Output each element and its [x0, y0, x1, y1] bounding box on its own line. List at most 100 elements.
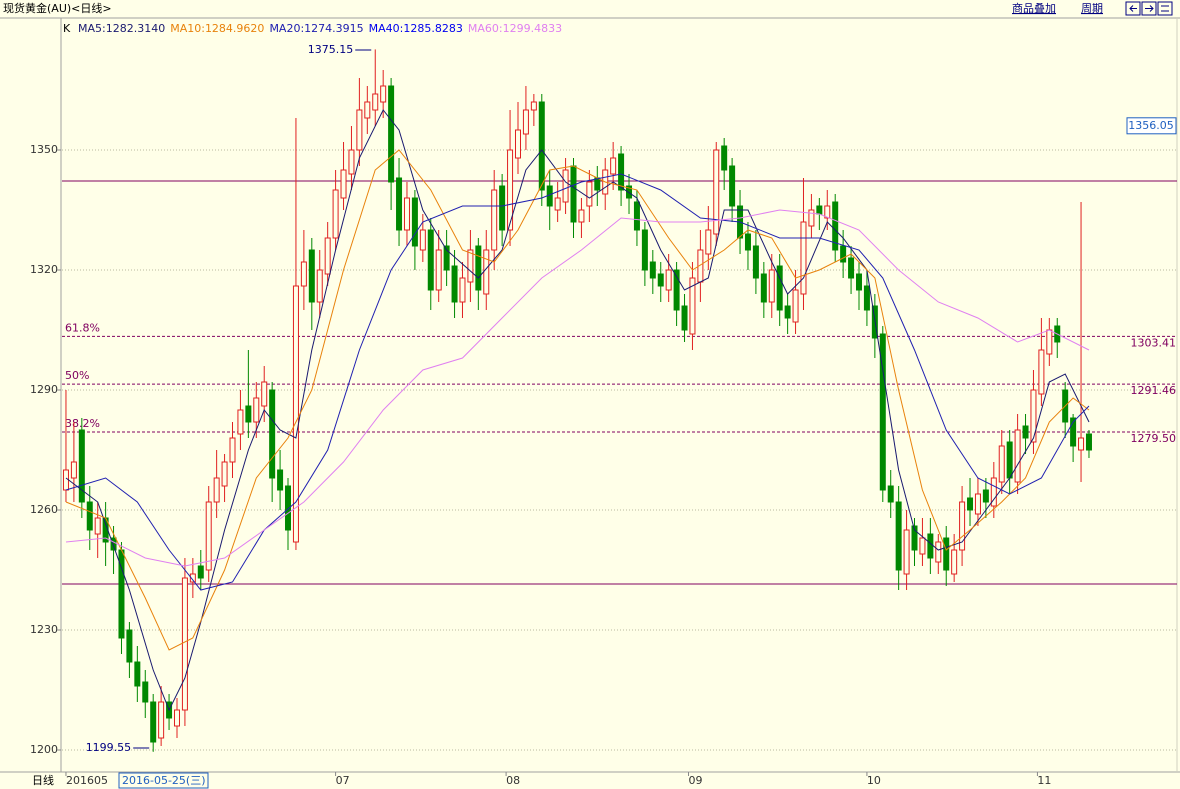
y-tick-label: 1260	[30, 503, 58, 516]
candle-body	[150, 701, 157, 743]
button[interactable]	[1157, 1, 1173, 16]
candle-body	[189, 573, 196, 583]
candle-body	[134, 661, 141, 687]
candle-body	[832, 201, 839, 251]
candle-body	[657, 273, 664, 287]
candle-body	[752, 245, 759, 279]
y-tick-label: 1290	[30, 383, 58, 396]
candle-body	[507, 149, 514, 231]
overlay-link[interactable]: 商品叠加	[1012, 1, 1056, 15]
candle-body	[729, 165, 736, 207]
candle-body	[142, 681, 149, 703]
candle-body	[951, 549, 958, 575]
candle-body	[237, 409, 244, 435]
candle-body	[998, 445, 1005, 483]
fib-value: 1303.41	[1131, 336, 1177, 349]
candle-body	[974, 493, 981, 515]
candle-body	[824, 205, 831, 219]
candle-body	[1022, 425, 1029, 439]
x-tick-label: 08	[506, 774, 520, 787]
title: 现货黄金(AU)<日线>	[3, 1, 112, 15]
fib-pct: 50%	[65, 369, 89, 382]
candle-body	[570, 165, 577, 223]
candle-body	[1038, 349, 1045, 395]
ma-legend: MA20:1274.3915	[269, 22, 363, 35]
candle-body	[911, 525, 918, 551]
candle-body	[959, 501, 966, 551]
candle-body	[935, 541, 942, 563]
fib-pct: 61.8%	[65, 321, 100, 334]
candle-body	[70, 461, 77, 479]
ma-line	[65, 173, 1090, 591]
candle-body	[1070, 417, 1077, 447]
candle-body	[356, 109, 363, 151]
period-link[interactable]: 周期	[1081, 2, 1103, 15]
candle-body	[562, 169, 569, 203]
candle-body	[689, 277, 696, 335]
candle-body	[324, 237, 331, 275]
candle-body	[1078, 437, 1085, 451]
candle-body	[808, 209, 815, 227]
candle-body	[919, 537, 926, 555]
candle-body	[94, 517, 101, 535]
candle-body	[467, 249, 474, 283]
fib-pct: 38.2%	[65, 417, 100, 430]
candle-body	[213, 477, 220, 503]
candle-body	[221, 461, 228, 487]
candle-body	[499, 185, 506, 231]
candle-body	[372, 93, 379, 111]
candle-body	[316, 269, 323, 303]
candle-body	[126, 629, 133, 663]
ma-legend: MA40:1285.8283	[369, 22, 463, 35]
y-tick-label: 1320	[30, 263, 58, 276]
button-icons	[1129, 5, 1169, 12]
candle-body	[269, 389, 276, 479]
candle-body	[586, 181, 593, 207]
y-tick-label: 1200	[30, 743, 58, 756]
cursor-date-box	[118, 772, 209, 789]
candle-body	[641, 229, 648, 271]
candle-body	[522, 109, 529, 135]
candle-body	[332, 189, 339, 239]
candle-body	[855, 273, 862, 291]
k-label: K	[63, 22, 71, 35]
candle-body	[633, 201, 640, 231]
x-tick-label: 201605	[66, 774, 108, 787]
candle-body	[491, 189, 498, 251]
nav-buttons[interactable]	[1125, 1, 1173, 16]
candle-body	[300, 261, 307, 287]
candle-body	[86, 501, 93, 531]
candle-body	[308, 249, 315, 303]
candle-body	[530, 101, 537, 111]
candle-body	[364, 101, 371, 119]
candle-body	[435, 249, 442, 291]
candle-body	[1030, 389, 1037, 443]
candle-body	[1085, 433, 1092, 451]
candle-body	[554, 197, 561, 211]
fib-value: 1279.50	[1131, 432, 1177, 445]
candle-body	[879, 333, 886, 491]
candle-body	[292, 285, 299, 543]
candle-body	[721, 145, 728, 171]
candle-body	[792, 289, 799, 323]
candle-body	[451, 265, 458, 303]
candle-body	[681, 305, 688, 331]
price-box	[1126, 117, 1177, 135]
candle-body	[982, 489, 989, 503]
min-annotation: 1199.55	[86, 741, 132, 754]
candle-body	[538, 101, 545, 191]
y-tick-label: 1350	[30, 143, 58, 156]
candle-body	[388, 85, 395, 183]
candle-body	[594, 177, 601, 191]
candle-body	[990, 477, 997, 507]
candle-body	[1014, 429, 1021, 483]
candle-body	[665, 269, 672, 291]
candle-body	[173, 709, 180, 727]
candle-body	[1006, 441, 1013, 479]
candle-body	[848, 257, 855, 279]
candle-body	[245, 405, 252, 423]
candle-body	[427, 229, 434, 291]
candle-body	[578, 209, 585, 223]
candle-body	[673, 269, 680, 311]
candle-body	[713, 149, 720, 235]
